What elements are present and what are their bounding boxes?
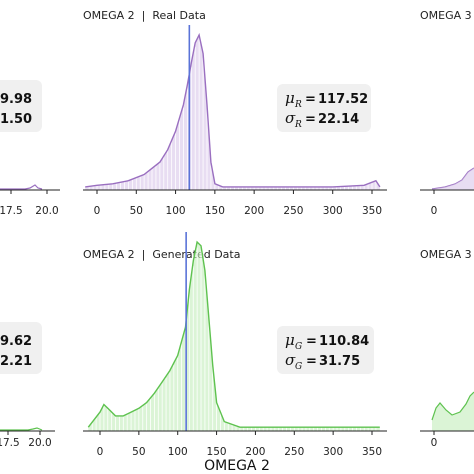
left-bottom-tick-label-200: 20.0	[28, 437, 51, 449]
panel-real-data: OMEGA 2 | Real Data 0 50 100 150 200 250 300 35…	[83, 9, 387, 217]
real-kde-line	[85, 32, 381, 188]
figure-x-label: OMEGA 2	[204, 458, 270, 474]
generated-tick-label: 250	[284, 446, 304, 458]
real-stats-box	[277, 84, 371, 132]
real-tick-label: 350	[362, 205, 382, 217]
generated-kde-line	[87, 240, 380, 428]
real-x-ticks: 0 50 100 150 200 250 300 350	[94, 190, 382, 217]
right-bottom-tick-label-0: 0	[431, 437, 438, 449]
right-top-area	[432, 168, 474, 190]
generated-mu-eq: =	[306, 334, 317, 349]
real-mu-value: 117.52	[318, 92, 368, 107]
left-bottom-stat-mu: 9.62	[0, 334, 32, 349]
panel-right-bottom: OMEGA 3 0	[420, 248, 474, 449]
left-bottom-tick-label-175: 17.5	[0, 437, 20, 449]
real-stat-sigma: σ R = 22.14	[285, 109, 359, 130]
real-tick-label: 0	[94, 205, 101, 217]
panel-left-top: 17.5 20.0 9.98 1.50	[0, 80, 60, 217]
real-tick-label: 50	[130, 205, 143, 217]
right-bottom-area	[432, 392, 474, 431]
generated-sigma-value: 31.75	[319, 354, 360, 369]
generated-tick-label: 200	[245, 446, 265, 458]
right-top-title: OMEGA 3	[420, 9, 472, 22]
panel-left-bottom: 17.5 20.0 9.62 2.21	[0, 322, 55, 449]
panel-right-top: OMEGA 3 0	[420, 9, 474, 217]
generated-x-ticks: 0 50 100 150 200 250 300 350	[97, 431, 382, 458]
real-sigma-symbol: σ	[285, 109, 296, 127]
left-bottom-stat-sigma: 2.21	[0, 354, 32, 369]
real-tick-label: 250	[283, 205, 303, 217]
real-mu-symbol: μ	[285, 89, 295, 107]
right-bottom-title: OMEGA 3	[420, 248, 472, 261]
generated-stat-mu: μ G = 110.84	[285, 331, 369, 352]
right-bottom-curve	[431, 391, 474, 421]
real-sigma-sub: R	[294, 120, 302, 130]
real-histogram-bars	[88, 39, 377, 190]
real-tick-label: 300	[323, 205, 343, 217]
left-top-tick-label-175: 17.5	[0, 205, 23, 217]
left-top-curve	[0, 184, 43, 190]
left-bottom-curve	[0, 427, 43, 431]
panel-real-title: OMEGA 2 | Real Data	[83, 9, 206, 22]
real-sigma-value: 22.14	[318, 112, 359, 127]
generated-sigma-symbol: σ	[285, 351, 296, 369]
real-tick-label: 200	[244, 205, 264, 217]
left-top-stat-mu: 9.98	[0, 92, 32, 107]
real-tick-label: 150	[205, 205, 225, 217]
real-mu-sub: R	[294, 100, 302, 110]
generated-sigma-sub: G	[295, 362, 302, 372]
panel-generated-title: OMEGA 2 | Generated Data	[83, 248, 240, 261]
real-tick-label: 100	[166, 205, 186, 217]
real-mu-eq: =	[305, 92, 316, 107]
generated-stats-box	[277, 326, 374, 374]
right-top-tick-label-0: 0	[431, 205, 438, 217]
generated-stat-sigma: σ G = 31.75	[285, 351, 360, 372]
panel-generated-data: OMEGA 2 | Generated Data 0 50 100 150 200 250…	[83, 232, 387, 458]
generated-tick-label: 150	[207, 446, 227, 458]
generated-sigma-eq: =	[306, 354, 317, 369]
real-stat-mu: μ R = 117.52	[285, 89, 368, 110]
left-top-tick-label-200: 20.0	[35, 205, 58, 217]
real-sigma-eq: =	[305, 112, 316, 127]
generated-mu-symbol: μ	[285, 331, 295, 349]
left-top-stats-box	[0, 80, 42, 132]
left-bottom-stats-box	[0, 322, 42, 374]
generated-tick-label: 0	[97, 446, 104, 458]
generated-tick-label: 100	[168, 446, 188, 458]
generated-mu-value: 110.84	[319, 334, 369, 349]
generated-tick-label: 350	[362, 446, 382, 458]
generated-tick-label: 50	[132, 446, 145, 458]
generated-mu-sub: G	[295, 342, 302, 352]
generated-tick-label: 300	[323, 446, 343, 458]
left-top-stat-sigma: 1.50	[0, 112, 32, 127]
